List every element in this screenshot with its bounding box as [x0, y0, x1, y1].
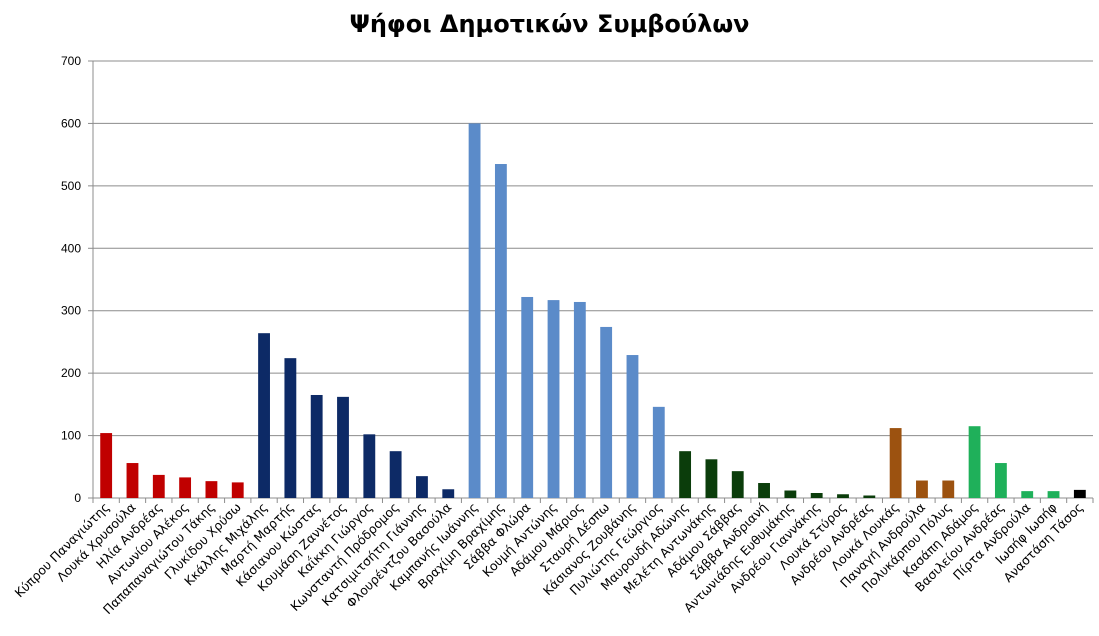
bar	[1021, 491, 1034, 498]
bar	[784, 490, 797, 498]
bar	[573, 301, 586, 498]
bar	[837, 494, 849, 498]
bar	[468, 123, 481, 498]
bar	[652, 406, 665, 498]
bar	[731, 471, 744, 498]
bar	[916, 480, 928, 498]
y-tick-label: 200	[61, 366, 81, 380]
bar	[626, 355, 639, 498]
bar	[494, 164, 507, 498]
bar	[126, 463, 139, 498]
bar	[100, 433, 113, 498]
bar	[600, 326, 613, 498]
bar	[258, 333, 270, 498]
bar	[231, 482, 244, 498]
bar	[337, 396, 349, 498]
bar	[416, 476, 428, 498]
bar	[679, 451, 692, 498]
bar	[889, 428, 902, 498]
bar	[205, 481, 218, 498]
bar	[758, 483, 770, 498]
y-tick-label: 500	[61, 179, 81, 193]
y-tick-label: 300	[61, 304, 81, 318]
y-tick-label: 600	[61, 116, 81, 130]
bar	[363, 434, 376, 498]
gridlines	[93, 60, 1093, 437]
bar	[310, 394, 323, 498]
bar	[521, 296, 534, 498]
bar	[179, 477, 192, 498]
bar	[968, 426, 981, 498]
bar	[442, 489, 455, 498]
bar	[152, 474, 165, 498]
y-tick-label: 700	[61, 54, 81, 68]
y-tick-label: 0	[74, 491, 81, 505]
y-tick-label: 400	[61, 241, 81, 255]
bar	[389, 451, 402, 498]
bar	[284, 358, 297, 498]
bar	[705, 459, 718, 498]
bars	[100, 123, 1086, 498]
bar	[1073, 489, 1086, 498]
chart-title: Ψήφοι Δημοτικών Συμβούλων	[349, 10, 750, 38]
y-tick-label: 100	[61, 429, 81, 443]
bar	[863, 495, 876, 498]
bar	[547, 300, 560, 498]
bar	[810, 493, 823, 498]
bar	[942, 480, 955, 498]
bar	[994, 463, 1007, 498]
bar	[1047, 491, 1060, 498]
axes: 0 100 200 300 400 500 600 700	[61, 54, 1094, 505]
